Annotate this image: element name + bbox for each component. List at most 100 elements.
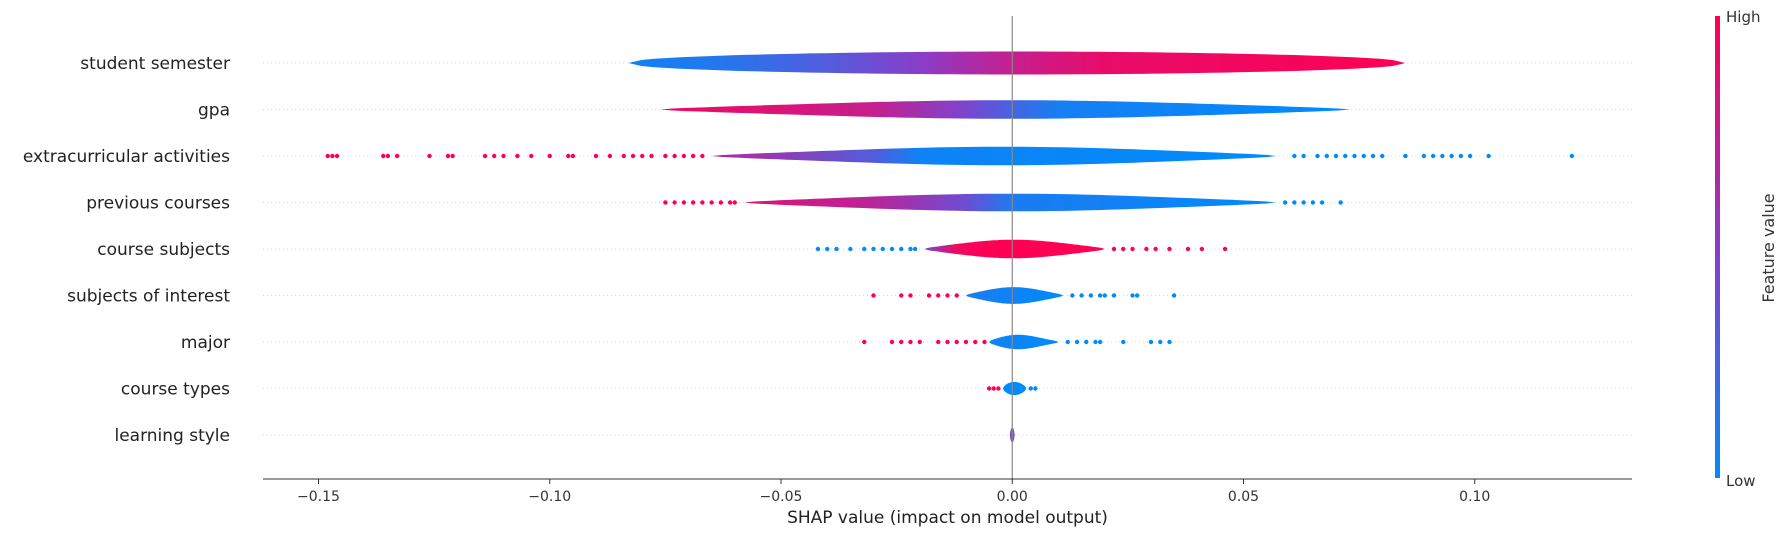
- outlier-point: [834, 246, 839, 252]
- outlier-point: [649, 153, 654, 159]
- outlier-point: [681, 200, 687, 205]
- outlier-point: [899, 339, 904, 345]
- outlier-point: [1352, 153, 1357, 159]
- outlier-point: [690, 200, 696, 205]
- outlier-point: [334, 153, 340, 159]
- outlier-point: [700, 200, 705, 205]
- outlier-point: [991, 386, 996, 391]
- outlier-point: [1338, 200, 1343, 205]
- outlier-point: [889, 339, 895, 345]
- x-axis-label: SHAP value (impact on model output): [787, 508, 1108, 528]
- outlier-point: [1134, 293, 1140, 298]
- outlier-point: [926, 293, 932, 298]
- outlier-point: [1449, 153, 1454, 159]
- outlier-point: [566, 153, 571, 159]
- outlier-point: [954, 339, 959, 345]
- outlier-point: [445, 153, 451, 159]
- outlier-point: [672, 153, 677, 159]
- outlier-point: [908, 339, 913, 345]
- outlier-point: [954, 293, 959, 298]
- outlier-point: [1333, 153, 1339, 159]
- feature-row: course types: [121, 380, 1632, 400]
- outlier-point: [1486, 153, 1491, 159]
- outlier-point: [690, 153, 696, 159]
- outlier-point: [862, 339, 867, 345]
- x-tick-label: 0.00: [997, 489, 1028, 505]
- outlier-point: [871, 293, 876, 298]
- outlier-point: [330, 153, 335, 159]
- outlier-point: [1282, 200, 1288, 205]
- outlier-point: [621, 153, 626, 159]
- outlier-point: [1097, 293, 1103, 298]
- outlier-point: [681, 153, 687, 159]
- outlier-point: [1093, 339, 1098, 345]
- outlier-point: [1111, 293, 1117, 298]
- outlier-point: [1153, 246, 1158, 252]
- feature-label: extracurricular activities: [23, 147, 230, 167]
- outlier-point: [1102, 293, 1107, 298]
- outlier-point: [1315, 153, 1320, 159]
- outlier-point: [899, 246, 904, 252]
- feature-row: gpa: [198, 100, 1632, 121]
- outlier-point: [1301, 153, 1306, 159]
- feature-row: learning style: [114, 426, 1632, 446]
- outlier-point: [529, 153, 534, 159]
- outlier-point: [986, 386, 992, 391]
- outlier-point: [1144, 246, 1149, 252]
- outlier-point: [912, 246, 918, 252]
- outlier-point: [1343, 153, 1348, 159]
- feature-label: gpa: [198, 101, 230, 121]
- outlier-point: [871, 246, 876, 252]
- outlier-point: [385, 153, 391, 159]
- colorbar-low-label: Low: [1726, 472, 1756, 490]
- outlier-point: [593, 153, 599, 159]
- outlier-point: [1421, 153, 1427, 159]
- outlier-point: [1171, 293, 1177, 298]
- outlier-point: [1199, 246, 1205, 252]
- outlier-point: [1310, 200, 1316, 205]
- outlier-point: [663, 153, 668, 159]
- outlier-point: [570, 153, 576, 159]
- outlier-point: [1370, 153, 1376, 159]
- outlier-point: [1380, 153, 1385, 159]
- outlier-point: [709, 200, 714, 205]
- outlier-point: [1074, 339, 1080, 345]
- outlier-point: [1430, 153, 1436, 159]
- outlier-point: [394, 153, 400, 159]
- feature-row: student semester: [80, 51, 1632, 75]
- outlier-point: [973, 339, 978, 345]
- x-tick-label: −0.15: [297, 489, 340, 505]
- outlier-point: [700, 153, 705, 159]
- outlier-point: [899, 293, 904, 298]
- outlier-point: [908, 246, 913, 252]
- feature-label: subjects of interest: [67, 287, 230, 307]
- outlier-point: [917, 339, 922, 345]
- violin-body: [744, 193, 1276, 212]
- outlier-point: [1158, 339, 1163, 345]
- colorbar-gradient: [1715, 16, 1720, 478]
- outlier-point: [880, 246, 885, 252]
- outlier-point: [672, 200, 677, 205]
- feature-row: course subjects: [97, 239, 1632, 260]
- outlier-point: [889, 246, 895, 252]
- outlier-point: [1458, 153, 1464, 159]
- x-axis: −0.15 −0.10 −0.05 0.00 0.05 0.10: [263, 478, 1632, 505]
- outlier-point: [1121, 246, 1126, 252]
- outlier-point: [1361, 153, 1366, 159]
- outlier-point: [1028, 386, 1033, 391]
- x-tick-label: 0.05: [1228, 489, 1259, 505]
- violin-body: [660, 100, 1350, 119]
- outlier-point: [908, 293, 913, 298]
- feature-label: course types: [121, 380, 230, 400]
- outlier-point: [630, 153, 636, 159]
- x-tick-label: −0.05: [760, 489, 803, 505]
- outlier-point: [1292, 153, 1297, 159]
- outlier-point: [945, 339, 950, 345]
- feature-row: subjects of interest: [67, 287, 1632, 307]
- outlier-point: [325, 153, 330, 159]
- outlier-point: [1324, 153, 1329, 159]
- outlier-point: [825, 246, 830, 252]
- outlier-point: [815, 246, 821, 252]
- feature-row: previous courses: [86, 194, 1632, 214]
